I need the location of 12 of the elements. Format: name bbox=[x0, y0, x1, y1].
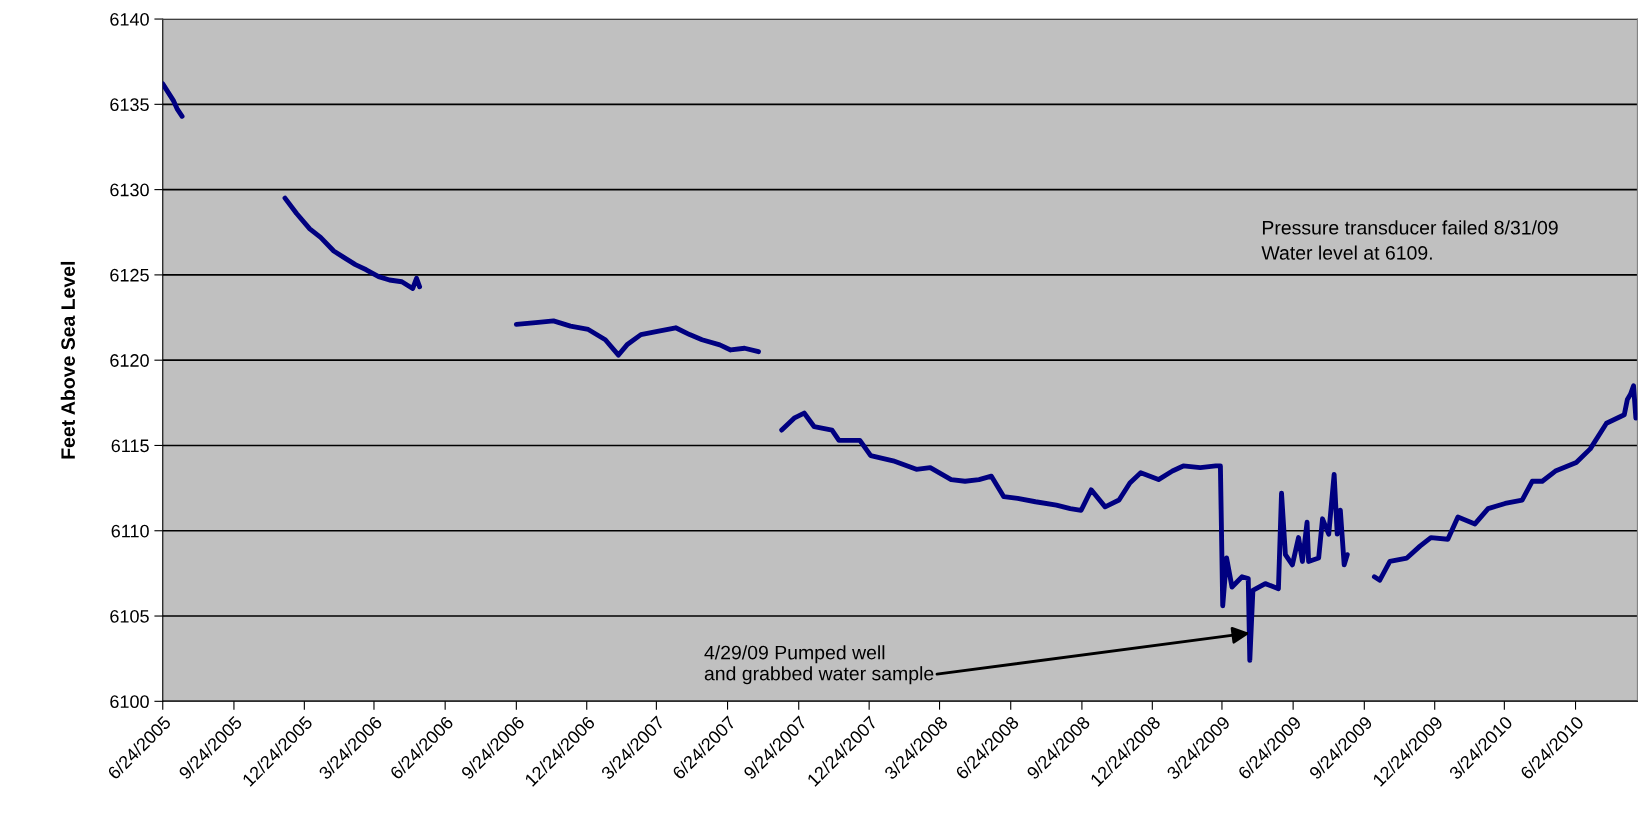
y-tick-label: 6115 bbox=[111, 439, 149, 453]
y-tick-label: 6100 bbox=[110, 695, 149, 709]
y-axis-title: Feet Above Sea Level bbox=[60, 261, 75, 459]
y-tick-label: 6125 bbox=[110, 268, 149, 282]
annotation: Pressure transducer failed 8/31/09 Water level at 6109. bbox=[1261, 220, 1558, 260]
y-tick-label: 6130 bbox=[110, 183, 149, 197]
y-tick-label: 6105 bbox=[110, 609, 149, 623]
y-tick-label: 6120 bbox=[110, 354, 149, 367]
y-tick-label: 6140 bbox=[110, 12, 149, 26]
y-tick-label: 6135 bbox=[110, 98, 149, 112]
y-tick-label: 6110 bbox=[111, 524, 149, 538]
annotation: 4/29/09 Pumped well and grabbed water sample bbox=[704, 645, 934, 685]
